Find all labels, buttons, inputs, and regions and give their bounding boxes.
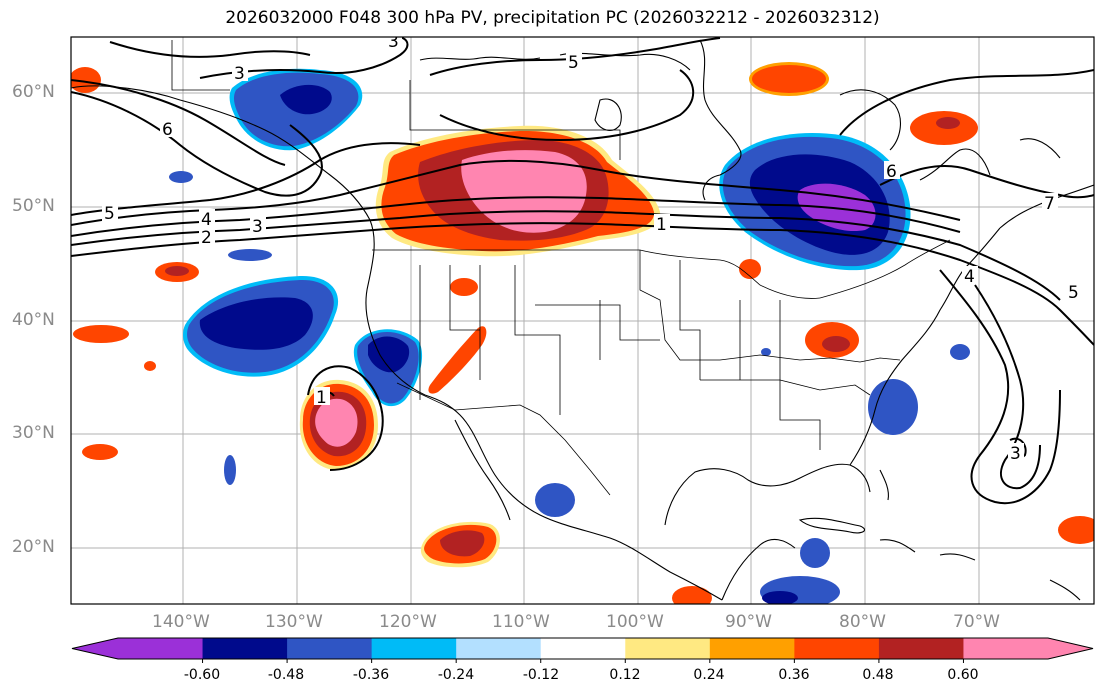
colorbar xyxy=(71,637,1094,663)
colorbar-swatch xyxy=(371,638,457,659)
colorbar-tick: 0.12 xyxy=(609,667,641,683)
colorbar-tick: -0.48 xyxy=(267,667,305,683)
pv-contours xyxy=(71,37,1094,505)
contour-label: 5 xyxy=(568,53,579,73)
colorbar-tick: -0.24 xyxy=(437,667,475,683)
colorbar-swatch xyxy=(794,638,880,659)
lat-label-20n: 20°N xyxy=(12,537,55,557)
contour-label: 4 xyxy=(964,267,975,287)
colorbar-tick: 0.36 xyxy=(778,667,810,683)
colorbar-outline xyxy=(71,637,1094,660)
lat-label-30n: 30°N xyxy=(12,423,55,443)
colorbar-arrow-left xyxy=(72,638,118,659)
colorbar-arrow-right xyxy=(1048,638,1093,659)
lon-label-120w: 120°W xyxy=(379,612,437,632)
colorbar-swatch xyxy=(287,638,373,659)
contour-label: 3 xyxy=(1010,444,1021,464)
colorbar-swatch xyxy=(709,638,795,659)
colorbar-swatch xyxy=(540,638,626,659)
colorbar-swatch xyxy=(202,638,288,659)
borders xyxy=(171,40,951,496)
contour-label: 3 xyxy=(234,64,245,84)
contour-label: 4 xyxy=(201,210,212,230)
contour-labels: 3 6 5 4 3 2 5 1 6 7 4 5 3 1 3 xyxy=(102,32,1082,464)
colorbar-swatch xyxy=(456,638,542,659)
map-frame xyxy=(70,36,1095,605)
chart-title: 2026032000 F048 300 hPa PV, precipitatio… xyxy=(225,8,880,28)
lon-label-110w: 110°W xyxy=(492,612,550,632)
colorbar-swatch xyxy=(878,638,964,659)
contour-label: 6 xyxy=(886,162,897,182)
colorbar-tick: -0.36 xyxy=(352,667,390,683)
contour-label: 1 xyxy=(656,215,667,235)
lon-label-140w: 140°W xyxy=(152,612,210,632)
lon-label-130w: 130°W xyxy=(265,612,323,632)
contour-label: 5 xyxy=(104,204,115,224)
colorbar-swatch xyxy=(963,638,1049,659)
colorbar-tick: 0.60 xyxy=(947,667,979,683)
contour-label: 1 xyxy=(316,388,327,408)
lon-label-90w: 90°W xyxy=(725,612,772,632)
contour-label: 2 xyxy=(201,228,212,248)
lat-label-50n: 50°N xyxy=(12,196,55,216)
coastlines xyxy=(71,39,1094,601)
contour-label: 6 xyxy=(162,120,173,140)
contour-label: 3 xyxy=(388,32,399,52)
negative-anomaly-blobs xyxy=(169,68,970,604)
lon-label-100w: 100°W xyxy=(606,612,664,632)
colorbar-swatch xyxy=(625,638,711,659)
contour-label: 5 xyxy=(1068,283,1079,303)
contour-label: 3 xyxy=(252,217,263,237)
colorbar-tick: -0.60 xyxy=(183,667,221,683)
colorbar-tick: 0.24 xyxy=(693,667,725,683)
lat-label-40n: 40°N xyxy=(12,310,55,330)
colorbar-tick: -0.12 xyxy=(522,667,560,683)
lon-label-70w: 70°W xyxy=(953,612,1000,632)
contour-label: 7 xyxy=(1044,194,1055,214)
colorbar-swatch xyxy=(118,638,204,659)
lat-label-60n: 60°N xyxy=(12,82,55,102)
colorbar-tick: 0.48 xyxy=(862,667,894,683)
lon-label-80w: 80°W xyxy=(839,612,886,632)
